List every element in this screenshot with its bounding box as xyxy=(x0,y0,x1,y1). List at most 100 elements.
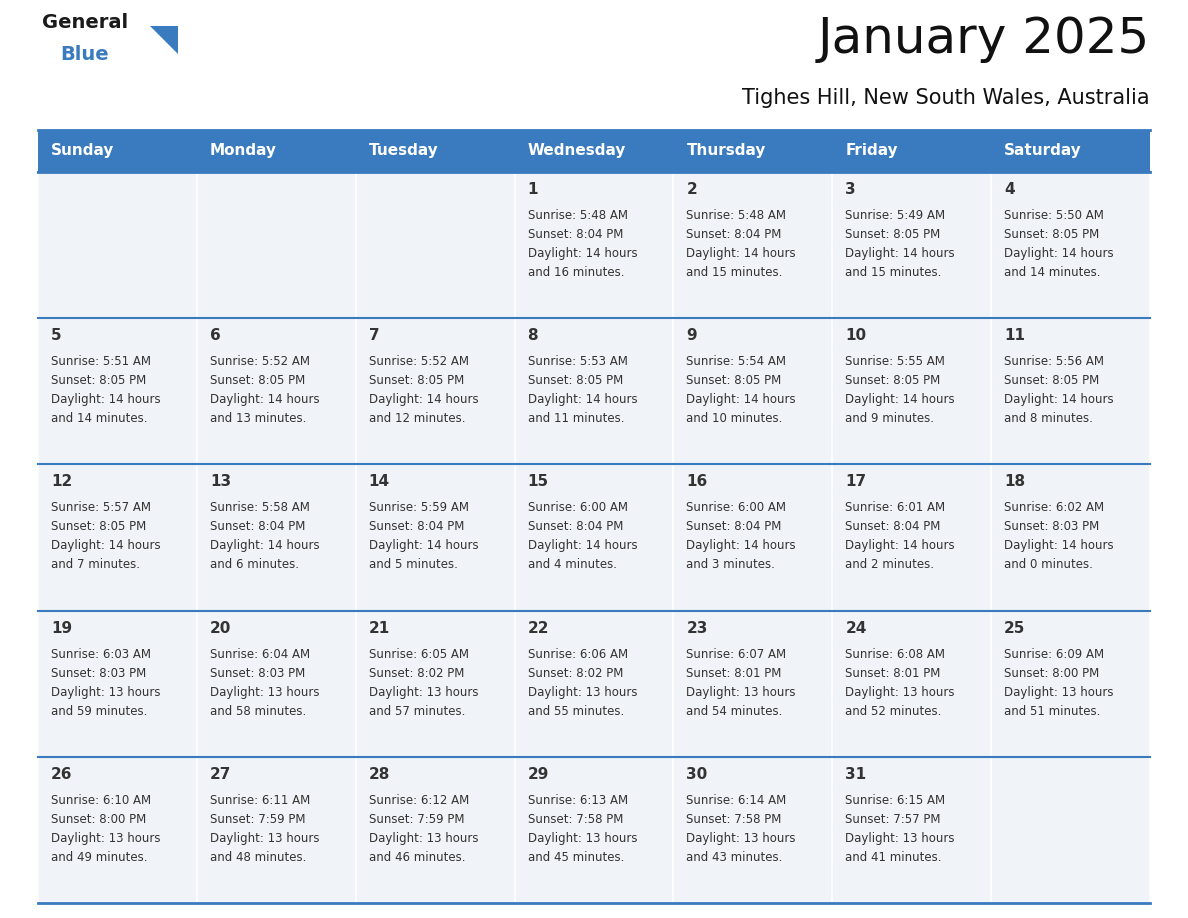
Text: 15: 15 xyxy=(527,475,549,489)
Text: and 59 minutes.: and 59 minutes. xyxy=(51,705,147,718)
Text: 21: 21 xyxy=(368,621,390,635)
Text: Sunrise: 5:48 AM: Sunrise: 5:48 AM xyxy=(527,209,627,222)
Text: Daylight: 14 hours: Daylight: 14 hours xyxy=(51,540,160,553)
Text: and 3 minutes.: and 3 minutes. xyxy=(687,558,776,571)
Text: Tighes Hill, New South Wales, Australia: Tighes Hill, New South Wales, Australia xyxy=(742,88,1150,108)
Text: Sunrise: 6:15 AM: Sunrise: 6:15 AM xyxy=(846,794,946,807)
Text: Sunday: Sunday xyxy=(51,143,114,159)
Text: Sunrise: 5:58 AM: Sunrise: 5:58 AM xyxy=(210,501,310,514)
Text: 1: 1 xyxy=(527,182,538,197)
Text: Daylight: 13 hours: Daylight: 13 hours xyxy=(527,832,637,845)
Text: Sunset: 7:59 PM: Sunset: 7:59 PM xyxy=(210,812,305,826)
Text: and 49 minutes.: and 49 minutes. xyxy=(51,851,147,864)
Text: Sunrise: 5:53 AM: Sunrise: 5:53 AM xyxy=(527,355,627,368)
Text: Sunset: 7:59 PM: Sunset: 7:59 PM xyxy=(368,812,465,826)
Text: Sunset: 8:03 PM: Sunset: 8:03 PM xyxy=(1004,521,1099,533)
Text: and 10 minutes.: and 10 minutes. xyxy=(687,412,783,425)
Text: Sunset: 8:05 PM: Sunset: 8:05 PM xyxy=(368,375,465,387)
Text: Daylight: 13 hours: Daylight: 13 hours xyxy=(368,686,479,699)
Text: 18: 18 xyxy=(1004,475,1025,489)
Text: Sunrise: 5:55 AM: Sunrise: 5:55 AM xyxy=(846,355,946,368)
Text: Sunrise: 5:49 AM: Sunrise: 5:49 AM xyxy=(846,209,946,222)
Text: Sunset: 8:05 PM: Sunset: 8:05 PM xyxy=(1004,228,1099,241)
Text: Sunrise: 6:10 AM: Sunrise: 6:10 AM xyxy=(51,794,151,807)
Text: and 5 minutes.: and 5 minutes. xyxy=(368,558,457,571)
Text: Sunrise: 5:57 AM: Sunrise: 5:57 AM xyxy=(51,501,151,514)
Text: and 16 minutes.: and 16 minutes. xyxy=(527,266,624,279)
Text: Sunset: 8:04 PM: Sunset: 8:04 PM xyxy=(687,521,782,533)
Text: 30: 30 xyxy=(687,767,708,782)
Text: and 58 minutes.: and 58 minutes. xyxy=(210,705,307,718)
Text: Daylight: 13 hours: Daylight: 13 hours xyxy=(687,832,796,845)
Text: 28: 28 xyxy=(368,767,390,782)
Text: Sunset: 7:58 PM: Sunset: 7:58 PM xyxy=(527,812,623,826)
Text: 29: 29 xyxy=(527,767,549,782)
Text: Sunset: 8:04 PM: Sunset: 8:04 PM xyxy=(846,521,941,533)
Text: Sunrise: 5:51 AM: Sunrise: 5:51 AM xyxy=(51,355,151,368)
Text: 6: 6 xyxy=(210,329,221,343)
Text: Daylight: 14 hours: Daylight: 14 hours xyxy=(527,540,637,553)
Text: Sunrise: 6:04 AM: Sunrise: 6:04 AM xyxy=(210,647,310,661)
Text: Sunset: 8:03 PM: Sunset: 8:03 PM xyxy=(210,666,305,679)
Text: Sunset: 8:05 PM: Sunset: 8:05 PM xyxy=(51,375,146,387)
Text: Sunrise: 6:09 AM: Sunrise: 6:09 AM xyxy=(1004,647,1105,661)
Text: and 14 minutes.: and 14 minutes. xyxy=(51,412,147,425)
Text: Sunset: 8:01 PM: Sunset: 8:01 PM xyxy=(687,666,782,679)
Text: Sunrise: 6:01 AM: Sunrise: 6:01 AM xyxy=(846,501,946,514)
Text: Sunset: 8:04 PM: Sunset: 8:04 PM xyxy=(527,521,623,533)
Text: Sunrise: 6:08 AM: Sunrise: 6:08 AM xyxy=(846,647,946,661)
Text: Wednesday: Wednesday xyxy=(527,143,626,159)
Text: and 14 minutes.: and 14 minutes. xyxy=(1004,266,1100,279)
Text: Daylight: 14 hours: Daylight: 14 hours xyxy=(846,540,955,553)
Text: Sunrise: 6:00 AM: Sunrise: 6:00 AM xyxy=(687,501,786,514)
Text: Sunset: 8:05 PM: Sunset: 8:05 PM xyxy=(527,375,623,387)
Text: 25: 25 xyxy=(1004,621,1025,635)
Text: 27: 27 xyxy=(210,767,232,782)
Text: and 52 minutes.: and 52 minutes. xyxy=(846,705,942,718)
Text: Sunrise: 5:56 AM: Sunrise: 5:56 AM xyxy=(1004,355,1104,368)
Text: Sunrise: 6:00 AM: Sunrise: 6:00 AM xyxy=(527,501,627,514)
Text: Daylight: 14 hours: Daylight: 14 hours xyxy=(368,540,479,553)
Text: Daylight: 14 hours: Daylight: 14 hours xyxy=(1004,393,1114,406)
Text: 20: 20 xyxy=(210,621,232,635)
Text: Sunrise: 6:07 AM: Sunrise: 6:07 AM xyxy=(687,647,786,661)
Text: and 43 minutes.: and 43 minutes. xyxy=(687,851,783,864)
Text: and 45 minutes.: and 45 minutes. xyxy=(527,851,624,864)
Text: Daylight: 14 hours: Daylight: 14 hours xyxy=(51,393,160,406)
Text: 7: 7 xyxy=(368,329,379,343)
Text: Sunset: 8:05 PM: Sunset: 8:05 PM xyxy=(210,375,305,387)
Text: and 41 minutes.: and 41 minutes. xyxy=(846,851,942,864)
Text: and 0 minutes.: and 0 minutes. xyxy=(1004,558,1093,571)
Text: Sunset: 8:04 PM: Sunset: 8:04 PM xyxy=(527,228,623,241)
Text: Daylight: 13 hours: Daylight: 13 hours xyxy=(210,832,320,845)
Text: Sunrise: 6:02 AM: Sunrise: 6:02 AM xyxy=(1004,501,1105,514)
Text: Sunrise: 6:06 AM: Sunrise: 6:06 AM xyxy=(527,647,627,661)
Text: and 15 minutes.: and 15 minutes. xyxy=(846,266,942,279)
Text: Daylight: 14 hours: Daylight: 14 hours xyxy=(210,540,320,553)
Text: Sunset: 8:05 PM: Sunset: 8:05 PM xyxy=(846,375,941,387)
Text: Sunrise: 5:48 AM: Sunrise: 5:48 AM xyxy=(687,209,786,222)
Text: Daylight: 14 hours: Daylight: 14 hours xyxy=(368,393,479,406)
Text: Sunrise: 6:13 AM: Sunrise: 6:13 AM xyxy=(527,794,627,807)
Polygon shape xyxy=(150,26,178,54)
Text: 4: 4 xyxy=(1004,182,1015,197)
Text: 13: 13 xyxy=(210,475,230,489)
Text: Sunset: 8:05 PM: Sunset: 8:05 PM xyxy=(51,521,146,533)
Text: Daylight: 13 hours: Daylight: 13 hours xyxy=(527,686,637,699)
Text: Monday: Monday xyxy=(210,143,277,159)
Text: 17: 17 xyxy=(846,475,866,489)
Text: Sunrise: 6:05 AM: Sunrise: 6:05 AM xyxy=(368,647,469,661)
Text: Daylight: 14 hours: Daylight: 14 hours xyxy=(687,247,796,260)
Text: Daylight: 14 hours: Daylight: 14 hours xyxy=(527,247,637,260)
Text: and 12 minutes.: and 12 minutes. xyxy=(368,412,466,425)
Text: Daylight: 14 hours: Daylight: 14 hours xyxy=(527,393,637,406)
Text: Sunset: 8:05 PM: Sunset: 8:05 PM xyxy=(1004,375,1099,387)
Text: and 6 minutes.: and 6 minutes. xyxy=(210,558,299,571)
Text: Daylight: 13 hours: Daylight: 13 hours xyxy=(687,686,796,699)
Text: and 57 minutes.: and 57 minutes. xyxy=(368,705,465,718)
Text: Sunset: 7:57 PM: Sunset: 7:57 PM xyxy=(846,812,941,826)
Text: Sunrise: 6:11 AM: Sunrise: 6:11 AM xyxy=(210,794,310,807)
Text: and 54 minutes.: and 54 minutes. xyxy=(687,705,783,718)
Text: Sunset: 8:05 PM: Sunset: 8:05 PM xyxy=(846,228,941,241)
Text: General: General xyxy=(42,13,128,32)
